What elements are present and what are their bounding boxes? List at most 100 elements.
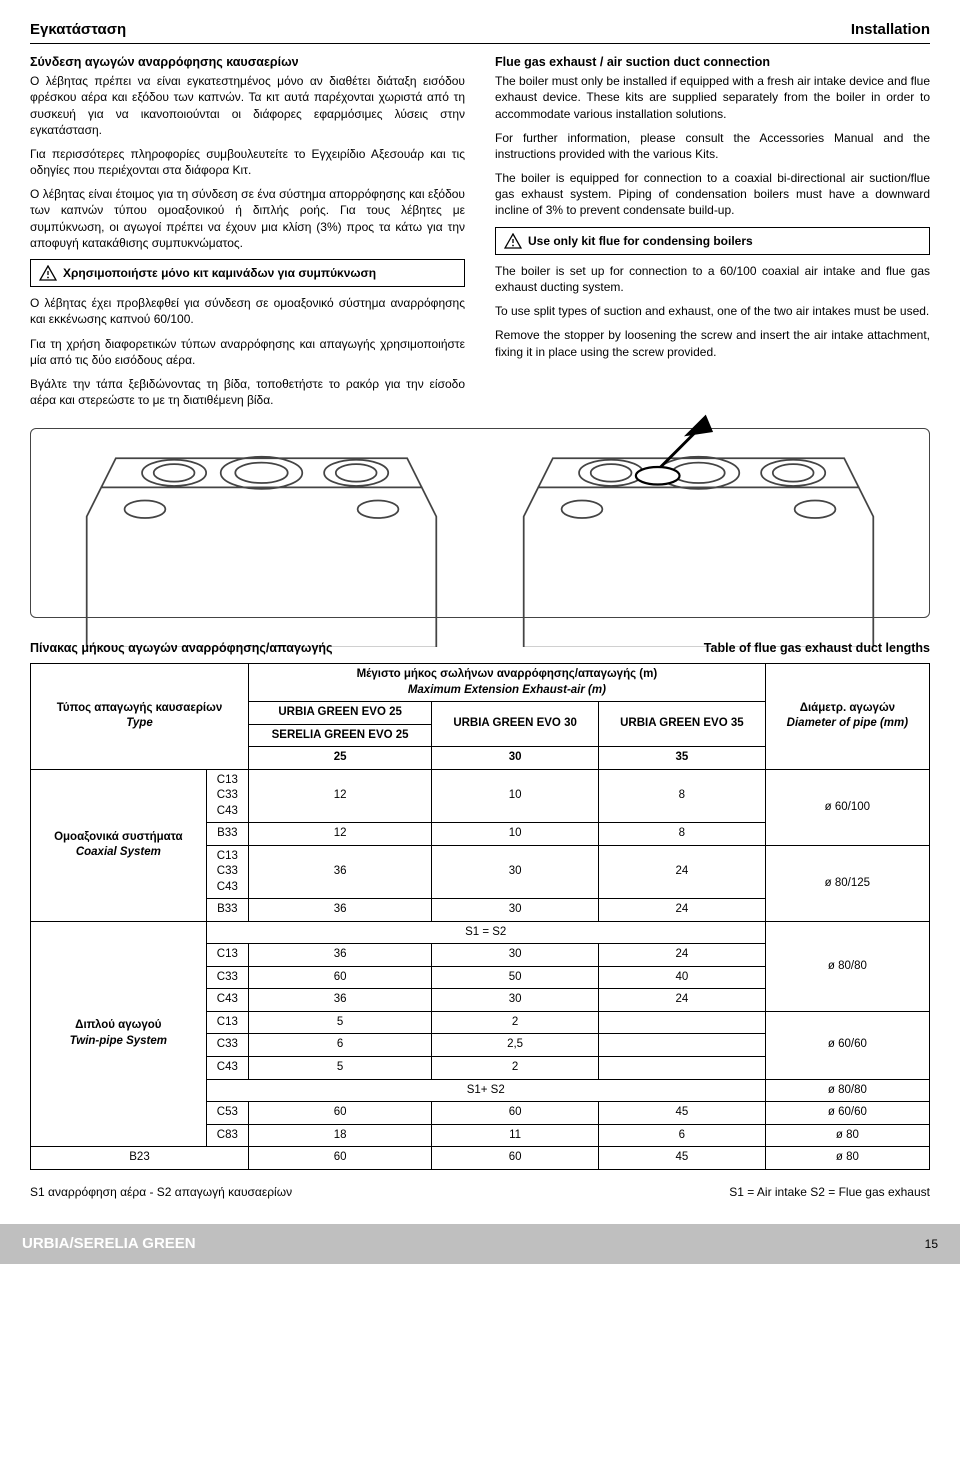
model1b: SERELIA GREEN EVO 25 [249,724,432,747]
cell [598,1011,765,1034]
warning-icon [504,233,522,249]
cell: ø 60/100 [765,769,929,845]
header-right: Installation [851,20,930,40]
greek-p2: Για περισσότερες πληροφορίες συμβουλευτε… [30,146,465,178]
greek-p4: Ο λέβητας έχει προβλεφθεί για σύνδεση σε… [30,295,465,327]
cell [598,1034,765,1057]
cell: ø 80 [765,1147,929,1170]
footer: URBIA/SERELIA GREEN 15 [0,1224,960,1264]
maxext-en: Maximum Extension Exhaust-air (m) [255,683,759,699]
english-warning-text: Use only kit flue for condensing boilers [528,233,753,249]
cell: 11 [432,1124,599,1147]
boiler-diagram-right [480,400,917,648]
diam-gr: Διάμετρ. αγωγών [772,701,923,717]
cell: 36 [249,944,432,967]
english-p2: For further information, please consult … [495,130,930,162]
cell: B33 [206,899,248,922]
cell: 36 [249,989,432,1012]
cell: 36 [249,899,432,922]
english-column: Flue gas exhaust / air suction duct conn… [495,54,930,416]
greek-heading: Σύνδεση αγωγών αναρρόφησης καυσαερίων [30,54,465,71]
cell: 40 [598,966,765,989]
cell: ø 80/80 [765,921,929,1011]
cell: ø 80/125 [765,845,929,921]
header-left: Εγκατάσταση [30,20,126,40]
greek-p5: Για τη χρήση διαφορετικών τύπων αναρρόφη… [30,336,465,368]
cell: ø 80/80 [765,1079,929,1102]
cell: 8 [598,823,765,846]
cell: 5 [249,1056,432,1079]
model1a: URBIA GREEN EVO 25 [249,702,432,725]
greek-p1: Ο λέβητας πρέπει να είναι εγκατεστημένος… [30,73,465,138]
cell: 24 [598,899,765,922]
cell: C13 [206,944,248,967]
cell: 6 [598,1124,765,1147]
cell: 50 [432,966,599,989]
cell: 2 [432,1056,599,1079]
maxext-gr: Μέγιστο μήκος σωλήνων αναρρόφησης/απαγωγ… [255,667,759,683]
cell: S1+ S2 [206,1079,765,1102]
cell: 60 [432,1147,599,1170]
cell: 45 [598,1102,765,1125]
footnotes: S1 αναρρόφηση αέρα - S2 απαγωγή καυσαερί… [30,1184,930,1200]
english-p4: The boiler is set up for connection to a… [495,263,930,295]
table-title-right: Table of flue gas exhaust duct lengths [704,640,930,657]
cell: 30 [432,944,599,967]
cell: 2 [432,1011,599,1034]
cell: C13 C33 C43 [206,769,248,823]
cell: S1 = S2 [206,921,765,944]
cell: C43 [206,989,248,1012]
cell: 60 [432,1102,599,1125]
cell: 60 [249,1102,432,1125]
cell: C53 [206,1102,248,1125]
cell: 60 [249,1147,432,1170]
cell: 30 [432,845,599,899]
duct-table: Τύπος απαγωγής καυσαερίων Type Μέγιστο μ… [30,663,930,1169]
table-row: Διπλού αγωγού Twin-pipe System S1 = S2 ø… [31,921,930,944]
cell: C33 [206,966,248,989]
cell: 24 [598,944,765,967]
cell: ø 60/60 [765,1102,929,1125]
coax-gr: Ομοαξονικά συστήματα [37,830,200,846]
cell: 8 [598,769,765,823]
greek-column: Σύνδεση αγωγών αναρρόφησης καυσαερίων Ο … [30,54,465,416]
english-p5: To use split types of suction and exhaus… [495,303,930,319]
cell [598,1056,765,1079]
cell: 30 [432,899,599,922]
type-header-en: Type [37,716,242,732]
coax-en: Coaxial System [37,845,200,861]
power30: 30 [432,747,599,770]
cell: 2,5 [432,1034,599,1057]
greek-p3: Ο λέβητας είναι έτοιμος για τη σύνδεση σ… [30,186,465,251]
text-columns: Σύνδεση αγωγών αναρρόφησης καυσαερίων Ο … [30,54,930,416]
twin-en: Twin-pipe System [37,1034,200,1050]
cell: B33 [206,823,248,846]
footer-brand: URBIA/SERELIA GREEN [22,1234,196,1254]
cell: B23 [31,1147,249,1170]
footnote-right: S1 = Air intake S2 = Flue gas exhaust [729,1184,930,1200]
cell: 30 [432,989,599,1012]
cell: C13 [206,1011,248,1034]
warning-icon [39,265,57,281]
cell: ø 60/60 [765,1011,929,1079]
english-p6: Remove the stopper by loosening the scre… [495,327,930,359]
boiler-diagram-left [43,400,480,648]
cell: C33 [206,1034,248,1057]
power25: 25 [249,747,432,770]
english-p1: The boiler must only be installed if equ… [495,73,930,122]
power35: 35 [598,747,765,770]
cell: 12 [249,823,432,846]
footer-page: 15 [925,1236,938,1252]
cell: 5 [249,1011,432,1034]
boiler-diagrams [30,428,930,618]
table-row: Ομοαξονικά συστήματα Coaxial System C13 … [31,769,930,823]
english-heading: Flue gas exhaust / air suction duct conn… [495,54,930,71]
cell: 10 [432,769,599,823]
cell: 12 [249,769,432,823]
cell: ø 80 [765,1124,929,1147]
twin-gr: Διπλού αγωγού [37,1018,200,1034]
english-p3: The boiler is equipped for connection to… [495,170,930,219]
cell: 45 [598,1147,765,1170]
model2: URBIA GREEN EVO 30 [432,702,599,747]
table-row: Τύπος απαγωγής καυσαερίων Type Μέγιστο μ… [31,664,930,702]
